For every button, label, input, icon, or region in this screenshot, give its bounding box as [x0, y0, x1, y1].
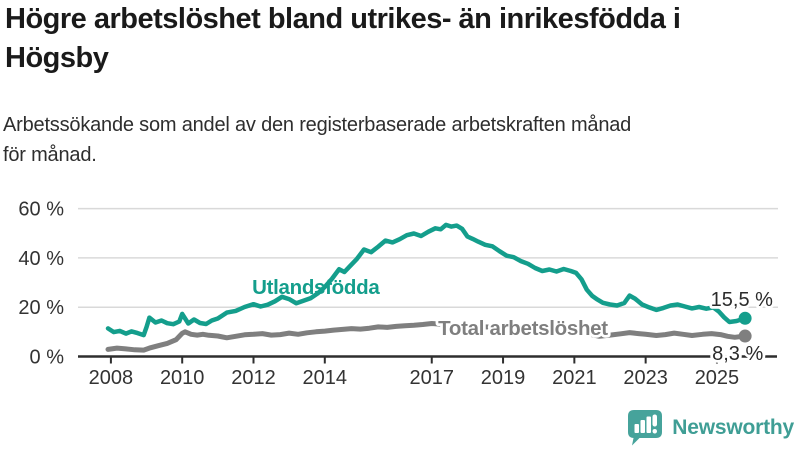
- page-subtitle: Arbetssökande som andel av den registerb…: [3, 114, 632, 166]
- annotation-total-arbetsl-shet: Total arbetslöshet: [438, 317, 608, 340]
- series-line-utlandsfodda: [105, 222, 748, 338]
- newsworthy-logo[interactable]: Newsworthy: [626, 408, 794, 447]
- y-axis-tick-label: 60 %: [18, 199, 64, 221]
- page-title: Högre arbetslöshet bland utrikes- än inr…: [5, 3, 681, 74]
- annotation-8-3-: 8,3 %: [712, 343, 763, 365]
- y-axis-tick-label: 20 %: [18, 297, 64, 319]
- newsworthy-wordmark: Newsworthy: [672, 415, 794, 439]
- end-dot-total: [738, 329, 752, 343]
- x-axis-tick-label: 2008: [89, 367, 134, 389]
- y-axis-tick-label: 40 %: [18, 248, 64, 270]
- annotation-15-5-: 15,5 %: [711, 289, 773, 311]
- y-axis-tick-label: 0 %: [30, 347, 65, 369]
- x-axis-tick-label: 2010: [160, 367, 205, 389]
- series-line-total: [105, 321, 748, 353]
- end-dot-utlandsfodda: [738, 311, 752, 325]
- x-axis-tick-label: 2014: [303, 367, 348, 389]
- x-axis-tick-label: 2025: [695, 367, 740, 389]
- x-axis-tick-label: 2019: [481, 367, 526, 389]
- x-axis-tick-label: 2021: [552, 367, 597, 389]
- annotation-utlandsf-dda: Utlandsfödda: [252, 276, 380, 299]
- x-axis-tick-label: 2017: [410, 367, 455, 389]
- unemployment-line-chart: 0 % 20 % 40 % 60 % 2008 2010 2012 2014 2017 2019 2…: [18, 199, 778, 389]
- newsworthy-icon: [628, 410, 663, 446]
- x-axis-tick-label: 2012: [231, 367, 276, 389]
- x-axis-tick-label: 2023: [623, 367, 668, 389]
